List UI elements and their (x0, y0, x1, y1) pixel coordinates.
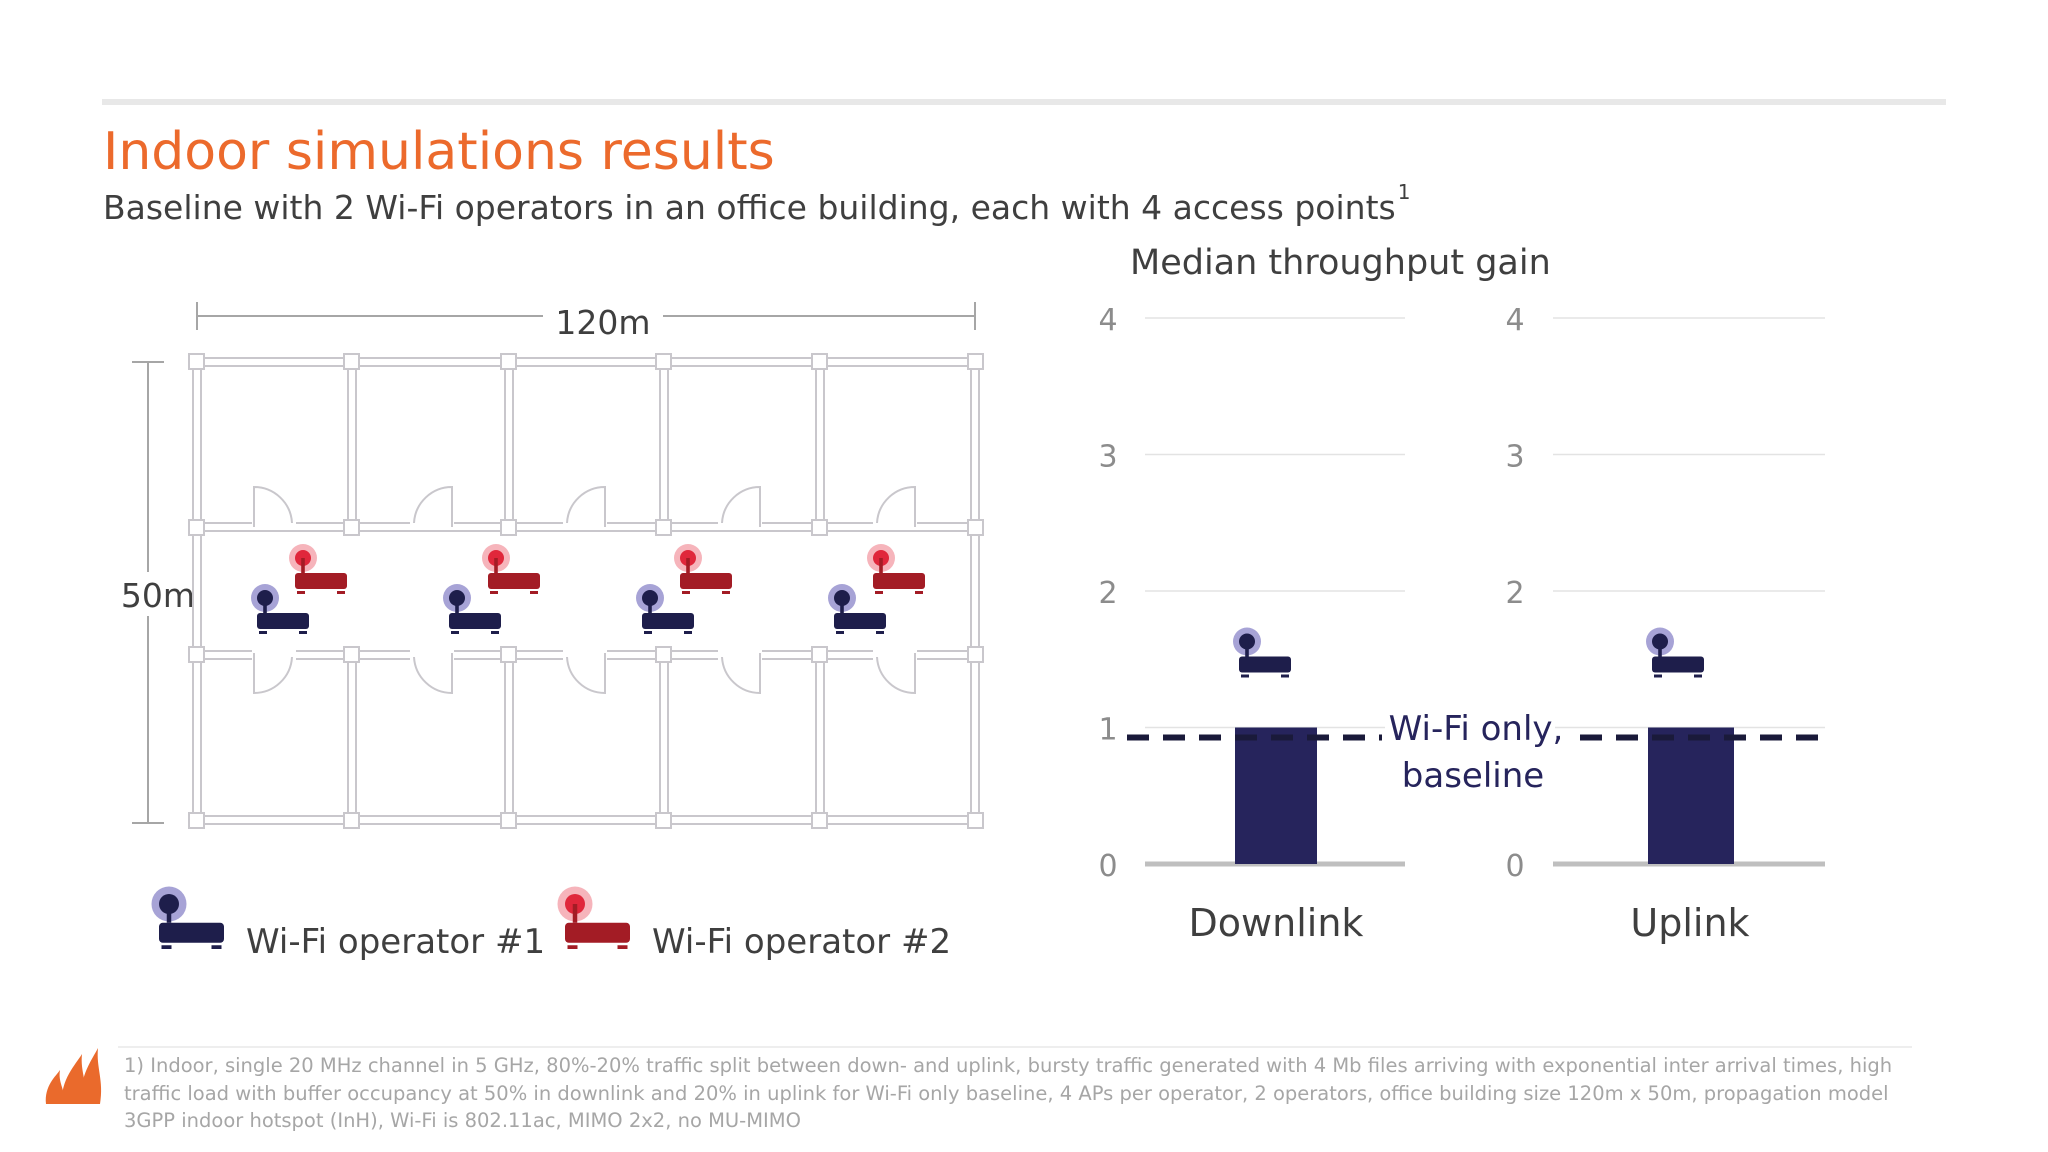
chart-title: Median throughput gain (1130, 243, 1551, 283)
footnote-divider (118, 1046, 1912, 1048)
slide-subtitle: Baseline with 2 Wi-Fi operators in an of… (103, 180, 1410, 227)
width-label: 120m (555, 303, 650, 342)
y-tick-label: 2 (1098, 576, 1117, 611)
baseline-label-line2: baseline (1402, 756, 1544, 796)
access-point-icon (867, 544, 925, 594)
footnote-ref: 1 (1397, 180, 1411, 204)
bar (1648, 727, 1734, 864)
bar (1235, 727, 1317, 864)
access-point-icon (557, 886, 630, 949)
top-divider (102, 99, 1946, 105)
y-tick-label: 0 (1505, 849, 1524, 884)
access-point-icon (1646, 627, 1704, 678)
y-tick-label: 0 (1098, 849, 1117, 884)
x-category-label: Uplink (1630, 901, 1749, 945)
baseline-label-bg (1385, 700, 1555, 796)
legend-label-operator-1: Wi-Fi operator #1 (246, 922, 546, 962)
legend-label-operator-2: Wi-Fi operator #2 (652, 922, 952, 962)
footnote: 1) Indoor, single 20 MHz channel in 5 GH… (124, 1054, 1893, 1132)
y-tick-label: 4 (1505, 303, 1524, 338)
height-label: 50m (121, 576, 195, 615)
baseline-label-line1: Wi-Fi only, (1389, 709, 1564, 749)
access-point-icon (289, 544, 347, 594)
doors (252, 485, 917, 695)
y-tick-label: 3 (1505, 440, 1524, 475)
access-point-icon (674, 544, 732, 594)
flame-logo (45, 1048, 102, 1104)
y-tick-label: 1 (1098, 713, 1117, 748)
access-point-icon (1233, 627, 1291, 678)
access-point-icon (151, 886, 224, 949)
office-floorplan (188, 353, 984, 829)
slide-title: Indoor simulations results (103, 122, 775, 182)
access-point-icon (482, 544, 540, 594)
y-tick-label: 2 (1505, 576, 1524, 611)
x-category-label: Downlink (1189, 901, 1364, 945)
throughput-chart: 01234Downlink01234Uplink (1098, 303, 1830, 945)
width-dimension: 120m (196, 296, 976, 342)
y-tick-label: 3 (1098, 440, 1117, 475)
height-dimension: 50m (118, 361, 195, 824)
y-tick-label: 4 (1098, 303, 1117, 338)
subtitle-text: Baseline with 2 Wi-Fi operators in an of… (103, 188, 1396, 227)
